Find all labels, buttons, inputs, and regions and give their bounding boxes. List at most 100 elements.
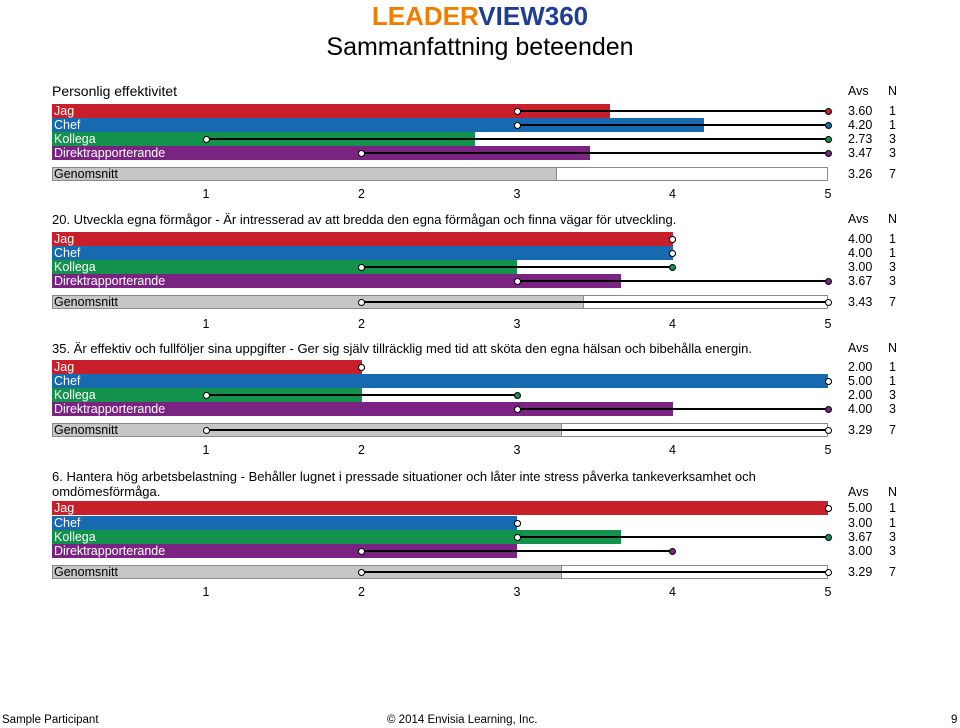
range-min-marker	[358, 298, 365, 306]
rater-count: 3	[889, 388, 896, 402]
range-max-marker	[824, 277, 832, 285]
scale-tick-label: 3	[513, 187, 521, 201]
range-max-marker	[824, 121, 832, 129]
range-min-marker	[202, 391, 210, 399]
average-value: 3.29	[848, 565, 873, 579]
rater-label: Direktrapporterande	[54, 544, 166, 558]
scale-tick-label: 4	[669, 187, 676, 201]
rater-average: 3.67	[848, 530, 873, 544]
rater-count: 1	[889, 232, 896, 246]
average-label: Genomsnitt	[54, 295, 118, 309]
rater-bar-chef	[52, 374, 828, 388]
footer-participant: Sample Participant	[2, 714, 99, 726]
scale-tick-label: 3	[513, 317, 521, 331]
rater-average: 5.00	[848, 374, 873, 388]
scale-tick-label: 2	[358, 443, 365, 457]
rater-label: Chef	[54, 118, 81, 132]
rater-bar-jag	[52, 360, 362, 374]
range-max-marker	[358, 363, 365, 371]
scale-axis: 1 2 3 4 5	[0, 585, 960, 599]
range-max-marker	[669, 249, 676, 257]
rater-label: Direktrapporterande	[54, 274, 166, 288]
header-n: N	[888, 84, 898, 98]
range-min-marker	[202, 135, 210, 143]
rater-count: 1	[889, 360, 896, 374]
scale-tick-label: 5	[824, 187, 832, 201]
rater-average: 4.00	[848, 232, 873, 246]
range-min-marker	[513, 533, 521, 541]
header-avs: Avs	[848, 485, 869, 499]
scale-axis: 1 2 3 4 5	[0, 187, 960, 201]
rater-average: 3.67	[848, 274, 873, 288]
range-line	[517, 408, 828, 410]
average-label: Genomsnitt	[54, 167, 118, 181]
rater-average: 4.00	[848, 246, 873, 260]
range-line	[361, 571, 828, 573]
range-max-marker	[824, 568, 832, 576]
scale-tick-label: 5	[824, 443, 832, 457]
rater-bar-direkt	[52, 274, 622, 288]
rater-count: 1	[889, 501, 896, 515]
brand-logo: LEADERVIEW360	[0, 1, 960, 31]
range-line	[517, 536, 828, 538]
range-min-marker	[513, 121, 521, 129]
rater-count: 1	[889, 516, 896, 530]
range-max-marker	[824, 107, 832, 115]
scale-tick-label: 4	[669, 443, 676, 457]
page-title: Sammanfattning beteenden	[326, 33, 634, 61]
range-line	[361, 152, 828, 154]
rater-bar-jag	[52, 501, 828, 515]
average-value: 3.29	[848, 423, 873, 437]
rater-average: 4.00	[848, 402, 873, 416]
section-title: 6. Hantera hög arbetsbelastning - Behåll…	[52, 469, 756, 499]
range-max-marker	[824, 426, 832, 434]
rater-count: 3	[889, 146, 896, 160]
rater-count: 3	[889, 274, 896, 288]
rater-average: 3.00	[848, 260, 873, 274]
footer-page-number: 9	[951, 714, 958, 726]
rater-count: 3	[889, 260, 896, 274]
range-line	[361, 266, 673, 268]
range-min-marker	[358, 263, 365, 271]
average-label: Genomsnitt	[54, 423, 118, 437]
range-line	[517, 124, 828, 126]
scale-tick-label: 2	[358, 187, 365, 201]
section-title: 35. Är effektiv och fullföljer sina uppg…	[52, 341, 752, 356]
rater-label: Direktrapporterande	[54, 402, 166, 416]
range-max-marker	[824, 533, 832, 541]
range-line	[206, 429, 828, 431]
rater-bar-chef	[52, 246, 673, 260]
scale-tick-label: 1	[202, 443, 210, 457]
average-value: 3.26	[848, 167, 873, 181]
range-line	[517, 280, 828, 282]
rater-label: Kollega	[54, 388, 96, 402]
rater-label: Jag	[54, 232, 75, 246]
average-count: 7	[889, 295, 896, 309]
rater-average: 2.00	[848, 388, 873, 402]
range-min-marker	[358, 149, 365, 157]
average-count: 7	[889, 167, 896, 181]
header-avs: Avs	[848, 341, 869, 355]
rater-bar-direkt	[52, 544, 517, 558]
rater-count: 3	[889, 132, 896, 146]
rater-label: Jag	[54, 501, 75, 515]
rater-bar-chef	[52, 118, 704, 132]
rater-bar-kollega	[52, 530, 622, 544]
rater-label: Chef	[54, 516, 81, 530]
rater-average: 4.20	[848, 118, 873, 132]
rater-average: 2.00	[848, 360, 873, 374]
header-n: N	[888, 212, 898, 226]
rater-count: 1	[889, 118, 896, 132]
rater-count: 1	[889, 104, 896, 118]
header-avs: Avs	[848, 212, 869, 226]
average-value: 3.43	[848, 295, 873, 309]
average-count: 7	[889, 423, 896, 437]
scale-axis: 1 2 3 4 5	[0, 317, 960, 331]
range-max-marker	[669, 235, 676, 243]
scale-tick-label: 1	[202, 585, 210, 599]
average-bar	[52, 167, 558, 181]
header-n: N	[888, 341, 898, 355]
range-line	[361, 301, 828, 303]
scale-tick-label: 5	[824, 585, 832, 599]
rater-average: 3.60	[848, 104, 873, 118]
